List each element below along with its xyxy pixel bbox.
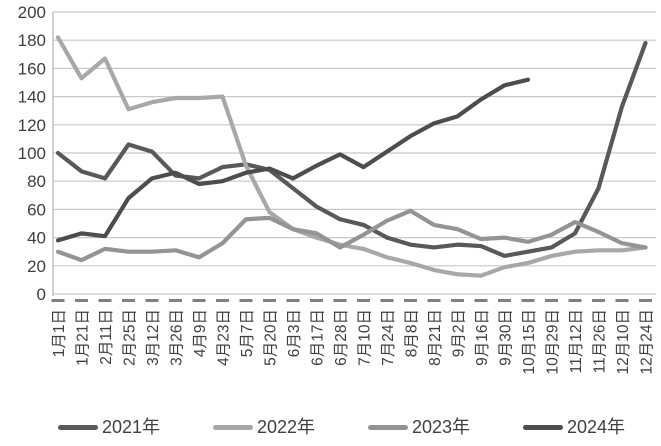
- x-axis-tick-label: 4月9日: [192, 309, 209, 357]
- legend-label-2021: 2021年: [102, 417, 161, 437]
- legend-line-swatch-2022: [212, 424, 253, 430]
- series-line-2024年: [55, 77, 531, 243]
- x-axis-tick-mark: [592, 299, 605, 302]
- y-axis-tick-label: 180: [18, 31, 46, 50]
- x-axis-tick-label: 7月10日: [357, 309, 374, 366]
- x-axis-tick-mark: [451, 299, 464, 302]
- x-axis-tick-mark: [568, 299, 582, 302]
- x-axis-tick-mark: [427, 299, 441, 302]
- legend-item-2024: 2024年: [522, 417, 625, 437]
- x-axis-tick-label: 12月24日: [639, 309, 656, 374]
- y-axis-tick-label: 20: [27, 257, 46, 276]
- x-axis-tick-label: 6月3日: [286, 309, 303, 357]
- x-axis-tick-label: 11月26日: [592, 309, 609, 373]
- x-axis-tick-mark: [286, 299, 300, 302]
- x-axis-tick-mark: [239, 299, 253, 302]
- x-axis-tick-label: 9月16日: [474, 309, 491, 366]
- y-axis-tick-label: 80: [27, 172, 46, 191]
- y-axis-tick-label: 100: [18, 144, 46, 163]
- x-axis-tick-label: 3月26日: [169, 309, 186, 366]
- x-axis-tick-mark: [51, 299, 65, 302]
- x-axis-tick-label: 5月20日: [263, 309, 280, 366]
- x-axis-tick-mark: [333, 299, 347, 302]
- legend-line-swatch-2023: [367, 424, 408, 430]
- x-axis-tick-mark: [498, 299, 511, 302]
- x-axis-tick-mark: [192, 299, 206, 302]
- x-axis-tick-label: 6月17日: [310, 309, 327, 366]
- y-axis-tick-label: 200: [18, 3, 46, 22]
- x-axis-tick-label: 2月25日: [122, 309, 139, 366]
- chart-legend: 2021年 2022年 2023年 2024年: [58, 414, 625, 440]
- legend-label-2024: 2024年: [566, 417, 625, 437]
- x-axis-tick-label: 3月12日: [145, 309, 162, 366]
- legend-label-2023: 2023年: [411, 417, 471, 437]
- legend-item-2022: 2022年: [212, 417, 316, 437]
- x-axis-tick-label: 4月23日: [216, 309, 233, 366]
- y-axis-tick-label: 120: [18, 116, 46, 135]
- legend-line-swatch-2021: [58, 424, 98, 430]
- y-axis-tick-label: 140: [18, 88, 46, 107]
- x-axis-tick-label: 8月8日: [404, 309, 421, 357]
- x-axis-tick-label: 9月30日: [498, 309, 515, 366]
- x-axis-tick-label: 1月21日: [75, 309, 92, 366]
- x-axis-tick-mark: [404, 299, 417, 302]
- x-axis-tick-mark: [474, 299, 488, 302]
- x-axis-tick-mark: [380, 299, 394, 302]
- x-axis-tick-label: 5月7日: [239, 309, 256, 357]
- x-axis-tick-mark: [545, 299, 558, 302]
- x-axis-tick-mark: [75, 299, 88, 302]
- x-axis-tick-mark: [310, 299, 323, 302]
- legend-item-2023: 2023年: [367, 417, 471, 437]
- plot-svg: 0 20 40 60 80 100 120 140 160 180 200 1月1日 1月21日 2月11…: [18, 3, 656, 374]
- x-axis-tick-label: 7月24日: [380, 309, 397, 366]
- x-axis-tick-mark: [357, 299, 370, 302]
- x-axis-tick-mark: [145, 299, 159, 302]
- y-axis-tick-label: 60: [27, 200, 46, 219]
- legend-item-2021: 2021年: [58, 418, 160, 436]
- x-axis-tick-label: 8月21日: [427, 309, 444, 366]
- x-axis-tick-label: 11月12日: [568, 309, 585, 373]
- x-axis-tick-label: 2月11日: [98, 309, 115, 365]
- x-axis-tick-label: 10月15日: [521, 309, 538, 374]
- x-axis-tick-label: 12月10日: [615, 309, 632, 374]
- x-axis-tick-mark: [639, 299, 652, 302]
- x-axis-tick-mark: [98, 299, 112, 302]
- x-axis-tick-mark: [122, 299, 135, 302]
- series-line-2021年: [55, 40, 648, 259]
- x-axis-tick-mark: [216, 299, 229, 302]
- x-axis-tick-label: 1月1日: [51, 309, 68, 357]
- x-axis-tick-mark: [263, 299, 276, 302]
- x-axis-tick-label: 9月2日: [451, 309, 468, 357]
- x-axis-tick-label: 6月28日: [333, 309, 350, 366]
- y-axis-tick-label: 0: [37, 285, 46, 304]
- x-axis-tick-label: 10月29日: [545, 309, 562, 374]
- series-line-2022年: [55, 35, 648, 278]
- x-axis-tick-mark: [615, 299, 629, 302]
- legend-line-swatch-2024: [522, 424, 563, 430]
- line-chart: 0 20 40 60 80 100 120 140 160 180 200 1月1日 1月21日 2月11…: [18, 3, 656, 374]
- series-line-2023年: [55, 208, 648, 263]
- x-axis-tick-mark: [169, 299, 182, 302]
- legend-label-2022: 2022年: [256, 417, 316, 437]
- x-axis-tick-mark: [521, 299, 535, 302]
- y-axis-tick-label: 40: [27, 229, 46, 248]
- y-axis-tick-label: 160: [18, 59, 46, 78]
